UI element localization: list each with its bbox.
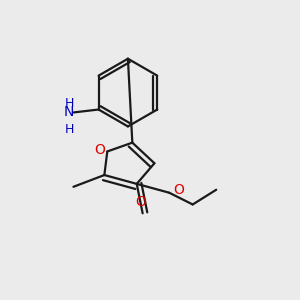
Text: O: O: [94, 143, 105, 157]
Text: O: O: [136, 196, 147, 209]
Text: O: O: [174, 183, 184, 197]
Text: H: H: [64, 97, 74, 110]
Text: N: N: [64, 106, 74, 119]
Text: H: H: [64, 123, 74, 136]
